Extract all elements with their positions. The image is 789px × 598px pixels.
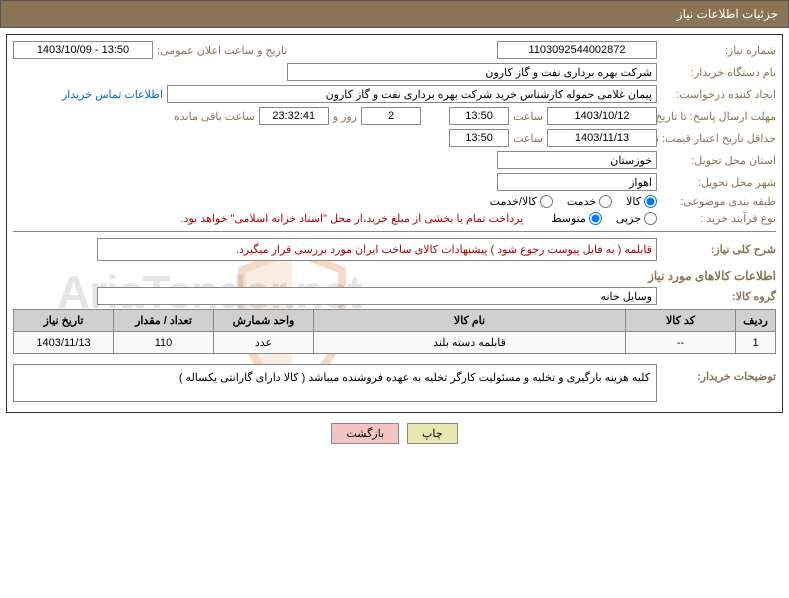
days-and-label: روز و: [333, 110, 357, 123]
td-code: --: [626, 332, 736, 354]
category-radio-group: کالا خدمت کالا/خدمت: [490, 195, 657, 208]
countdown-time: 23:32:41: [259, 107, 329, 125]
radio-service-label: خدمت: [567, 195, 596, 208]
row-city: شهر محل تحویل: اهواز: [13, 173, 776, 191]
button-row: چاپ بازگشت: [0, 423, 789, 444]
remaining-label: ساعت باقی مانده: [174, 110, 255, 123]
radio-both-input[interactable]: [540, 195, 553, 208]
city-label: شهر محل تحویل:: [661, 176, 776, 189]
radio-small-input[interactable]: [644, 212, 657, 225]
radio-both-label: کالا/خدمت: [490, 195, 537, 208]
th-row: ردیف: [736, 310, 776, 332]
back-button[interactable]: بازگشت: [331, 423, 399, 444]
validity-date: 1403/11/13: [547, 129, 657, 147]
th-unit: واحد شمارش: [214, 310, 314, 332]
goods-info-title: اطلاعات کالاهای مورد نیاز: [13, 265, 776, 287]
need-number-label: شماره نیاز:: [661, 44, 776, 57]
radio-service-input[interactable]: [599, 195, 612, 208]
row-requester: ایجاد کننده درخواست: پیمان غلامی حموله ک…: [13, 85, 776, 103]
province-value: خوزستان: [497, 151, 657, 169]
buyer-notes-label: توضیحات خریدار:: [661, 360, 776, 383]
goods-table: ردیف کد کالا نام کالا واحد شمارش تعداد /…: [13, 309, 776, 354]
buyer-notes-value: کلیه هزینه بارگیری و تخلیه و مسئولیت کار…: [13, 364, 657, 402]
page-title: جزئیات اطلاعات نیاز: [677, 7, 778, 21]
days-remaining: 2: [361, 107, 421, 125]
td-unit: عدد: [214, 332, 314, 354]
announce-label: تاریخ و ساعت اعلان عمومی:: [157, 44, 287, 57]
radio-goods-input[interactable]: [644, 195, 657, 208]
table-header-row: ردیف کد کالا نام کالا واحد شمارش تعداد /…: [14, 310, 776, 332]
row-category: طبقه بندی موضوعی: کالا خدمت کالا/خدمت: [13, 195, 776, 208]
table-row: 1 -- قابلمه دسته بلند عدد 110 1403/11/13: [14, 332, 776, 354]
radio-both[interactable]: کالا/خدمت: [490, 195, 553, 208]
buyer-org-value: شرکت بهره برداری نفت و گاز کارون: [287, 63, 657, 81]
group-value: وسایل خانه: [97, 287, 657, 305]
radio-medium-label: متوسط: [551, 212, 586, 225]
deadline-time-label: ساعت: [513, 110, 543, 123]
announce-value: 1403/10/09 - 13:50: [13, 41, 153, 59]
th-code: کد کالا: [626, 310, 736, 332]
deadline-time: 13:50: [449, 107, 509, 125]
description-value: قابلمه ( به فایل پیوست رجوع شود ) پیشنها…: [97, 238, 657, 261]
validity-time-label: ساعت: [513, 132, 543, 145]
buyer-org-label: نام دستگاه خریدار:: [661, 66, 776, 79]
description-label: شرح کلی نیاز:: [661, 243, 776, 256]
radio-small-label: جزیی: [616, 212, 641, 225]
th-name: نام کالا: [314, 310, 626, 332]
category-label: طبقه بندی موضوعی:: [661, 195, 776, 208]
radio-small[interactable]: جزیی: [616, 212, 657, 225]
radio-medium[interactable]: متوسط: [551, 212, 602, 225]
province-label: استان محل تحویل:: [661, 154, 776, 167]
row-buyer-org: نام دستگاه خریدار: شرکت بهره برداری نفت …: [13, 63, 776, 81]
radio-medium-input[interactable]: [589, 212, 602, 225]
need-number-value: 1103092544002872: [497, 41, 657, 59]
deadline-label: مهلت ارسال پاسخ: تا تاریخ:: [661, 110, 776, 123]
page-header: جزئیات اطلاعات نیاز: [0, 0, 789, 28]
city-value: اهواز: [497, 173, 657, 191]
print-button[interactable]: چاپ: [407, 423, 458, 444]
validity-label: حداقل تاریخ اعتبار قیمت: تا تاریخ:: [661, 132, 776, 145]
row-deadline: مهلت ارسال پاسخ: تا تاریخ: 1403/10/12 سا…: [13, 107, 776, 125]
row-need-number: شماره نیاز: 1103092544002872 تاریخ و ساع…: [13, 41, 776, 59]
row-description: شرح کلی نیاز: قابلمه ( به فایل پیوست رجو…: [13, 238, 776, 261]
td-row: 1: [736, 332, 776, 354]
main-frame: AriaTender.net شماره نیاز: 1103092544002…: [6, 34, 783, 413]
radio-service[interactable]: خدمت: [567, 195, 612, 208]
row-buyer-notes: توضیحات خریدار: کلیه هزینه بارگیری و تخل…: [13, 360, 776, 402]
row-group: گروه کالا: وسایل خانه: [13, 287, 776, 305]
process-radio-group: جزیی متوسط: [551, 212, 657, 225]
row-validity: حداقل تاریخ اعتبار قیمت: تا تاریخ: 1403/…: [13, 129, 776, 147]
row-process: نوع فرآیند خرید : جزیی متوسط پرداخت تمام…: [13, 212, 776, 225]
td-qty: 110: [114, 332, 214, 354]
requester-value: پیمان غلامی حموله کارشناس خرید شرکت بهره…: [167, 85, 657, 103]
deadline-date: 1403/10/12: [547, 107, 657, 125]
td-date: 1403/11/13: [14, 332, 114, 354]
divider-1: [13, 231, 776, 232]
th-qty: تعداد / مقدار: [114, 310, 214, 332]
process-label: نوع فرآیند خرید :: [661, 212, 776, 225]
requester-label: ایجاد کننده درخواست:: [661, 88, 776, 101]
row-province: استان محل تحویل: خوزستان: [13, 151, 776, 169]
th-date: تاریخ نیاز: [14, 310, 114, 332]
radio-goods-label: کالا: [626, 195, 641, 208]
validity-time: 13:50: [449, 129, 509, 147]
buyer-contact-link[interactable]: اطلاعات تماس خریدار: [62, 88, 163, 101]
payment-note: پرداخت تمام یا بخشی از مبلغ خرید،از محل …: [181, 212, 524, 225]
group-label: گروه کالا:: [661, 290, 776, 303]
radio-goods[interactable]: کالا: [626, 195, 657, 208]
td-name: قابلمه دسته بلند: [314, 332, 626, 354]
